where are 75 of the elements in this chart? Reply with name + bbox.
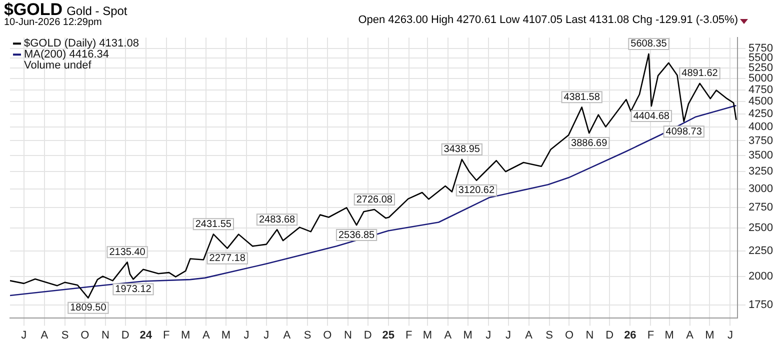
annotation: 4381.58	[564, 92, 600, 103]
x-tick-label: O	[323, 329, 332, 342]
annotation: 4404.68	[633, 110, 670, 122]
y-tick-label: 3750	[748, 134, 774, 147]
annotation: 2536.85	[338, 230, 376, 241]
x-tick-label: N	[586, 329, 594, 342]
x-tick-label: O	[80, 329, 90, 342]
x-tick-label: J	[264, 329, 270, 342]
annotation: 2135.40	[109, 246, 146, 258]
x-tick-label: M	[705, 329, 714, 342]
x-tick-label: M	[181, 329, 190, 342]
y-tick-label: 5250	[748, 62, 774, 74]
legend-label: MA(200) 4416.34	[24, 48, 109, 61]
text: 10-Jun-2026 12:29pm	[4, 17, 102, 28]
y-tick-label: 1750	[748, 299, 774, 312]
x-tick-label: M	[664, 329, 674, 342]
x-tick-label: J	[506, 329, 512, 342]
annotation: 5608.35	[630, 38, 668, 50]
x-tick-label: A	[686, 329, 694, 342]
y-tick-label: 3000	[748, 182, 774, 195]
x-tick-label: D	[121, 329, 130, 342]
x-tick-label: F	[647, 329, 654, 342]
x-tick-label: D	[606, 329, 614, 342]
y-tick-label: 4250	[748, 108, 774, 120]
x-tick-label: S	[546, 329, 554, 342]
annotation: 2483.68	[258, 214, 296, 226]
text: Open 4263.00 High 4270.61 Low 4107.05 Last 4131.08 Chg -129.91 (-3.05%)	[358, 14, 738, 26]
x-tick-label: D	[364, 329, 372, 342]
x-tick-label: 26	[624, 329, 636, 342]
annotation: 3438.95	[444, 144, 480, 156]
x-tick-label: O	[564, 329, 574, 342]
x-tick-label: N	[101, 329, 110, 342]
x-tick-label: J	[21, 329, 27, 342]
x-tick-label: S	[304, 329, 312, 342]
x-tick-label: S	[61, 329, 69, 342]
annotation: 4891.62	[682, 68, 718, 80]
annotation: 1973.12	[115, 284, 152, 295]
annotation: 1809.50	[70, 302, 107, 314]
annotation: 2431.55	[195, 218, 232, 230]
x-tick-label: A	[40, 329, 49, 342]
y-tick-label: 2250	[748, 244, 774, 257]
x-tick-label: F	[163, 329, 170, 342]
x-tick-label: 25	[382, 329, 394, 342]
y-tick-label: 2500	[748, 222, 774, 234]
y-tick-label: 5500	[748, 52, 774, 64]
x-tick-label: M	[463, 329, 472, 342]
y-tick-label: 4500	[748, 95, 774, 108]
y-tick-label: 2750	[748, 202, 774, 214]
x-tick-label: N	[344, 329, 352, 342]
chart-title: $GOLD	[4, 0, 63, 19]
y-tick-label: 4750	[748, 84, 774, 96]
y-tick-label: 3500	[748, 150, 774, 162]
x-tick-label: M	[422, 329, 432, 342]
annotation: Volume undef	[24, 60, 92, 72]
annotation: 2726.08	[356, 194, 393, 206]
x-tick-label: A	[525, 329, 534, 342]
x-tick-label: 24	[140, 329, 153, 342]
y-tick-label: 2000	[748, 270, 774, 282]
annotation: 3120.62	[458, 185, 495, 196]
x-tick-label: A	[283, 329, 292, 342]
chart-subtitle: Gold - Spot	[66, 4, 128, 18]
annotation: 3886.69	[571, 138, 608, 149]
annotation: 4098.73	[666, 126, 702, 138]
x-tick-label: J	[244, 329, 250, 342]
x-tick-label: A	[444, 329, 452, 342]
x-tick-label: F	[406, 329, 413, 342]
y-tick-label: 5000	[748, 72, 774, 85]
legend-label: $GOLD (Daily) 4131.08	[24, 38, 139, 50]
annotation: 2277.18	[209, 253, 246, 264]
x-tick-label: J	[486, 329, 492, 342]
y-tick-label: 4000	[748, 120, 774, 133]
x-tick-label: A	[202, 329, 210, 342]
x-tick-label: J	[727, 329, 733, 342]
y-tick-label: 3250	[748, 166, 774, 178]
x-tick-label: M	[221, 329, 231, 342]
